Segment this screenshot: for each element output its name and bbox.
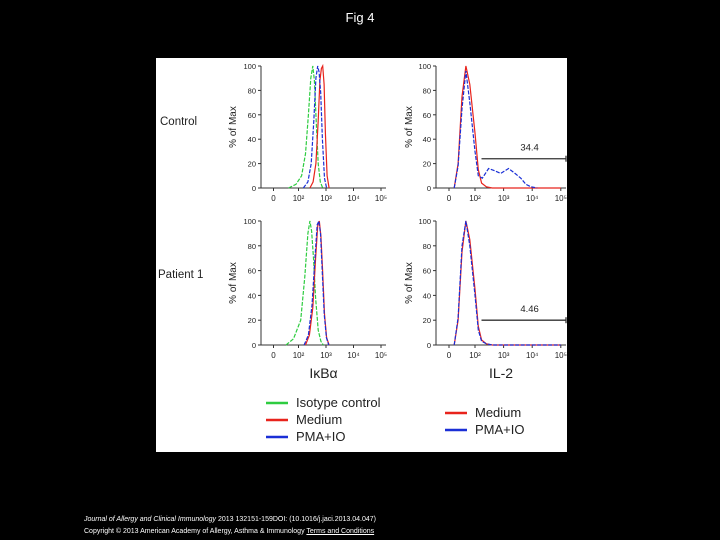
- row-label: Patient 1: [158, 269, 203, 281]
- y-tick-label: 100: [418, 217, 431, 226]
- y-tick-label: 0: [252, 341, 256, 350]
- x-tick-label: 10⁵: [375, 194, 387, 203]
- y-tick-label: 20: [248, 316, 256, 325]
- x-tick-label: 10³: [498, 351, 510, 360]
- x-tick-label: 10²: [469, 351, 481, 360]
- series-line-medium: [453, 220, 561, 346]
- y-tick-label: 0: [427, 184, 431, 193]
- series-line-pma-io: [303, 218, 330, 346]
- y-tick-label: 100: [418, 62, 431, 71]
- x-tick-label: 10⁵: [375, 351, 387, 360]
- y-tick-label: 100: [243, 62, 256, 71]
- x-tick-label: 10²: [293, 351, 305, 360]
- x-tick-label: 0: [271, 351, 276, 360]
- y-tick-label: 80: [423, 86, 431, 95]
- citation-text: 2013 132151-159DOI: (10.1016/j.jaci.2013…: [216, 516, 376, 523]
- y-tick-label: 40: [423, 135, 431, 144]
- y-tick-label: 40: [248, 135, 256, 144]
- series-line-isotype-control: [288, 65, 324, 189]
- y-tick-label: 60: [423, 267, 431, 276]
- gate-percentage: 4.46: [520, 304, 539, 315]
- x-tick-label: 10⁴: [347, 194, 360, 203]
- footer-copyright: Copyright © 2013 American Academy of All…: [84, 527, 374, 536]
- x-tick-label: 10²: [469, 194, 481, 203]
- series-line-isotype-control: [285, 220, 324, 346]
- y-tick-label: 20: [423, 160, 431, 169]
- y-tick-label: 80: [423, 242, 431, 251]
- x-tick-label: 10³: [320, 194, 332, 203]
- series-line-medium: [453, 65, 561, 189]
- series-line-medium: [309, 63, 330, 189]
- y-tick-label: 40: [248, 291, 256, 300]
- figure-panel: 0 20 40 60 80 100 0 10² 10³ 10⁴ 10⁵ % of Max Control…: [156, 58, 567, 452]
- y-tick-label: 60: [423, 111, 431, 120]
- y-tick-label: 80: [248, 242, 256, 251]
- y-tick-label: 40: [423, 291, 431, 300]
- y-axis-label: % of Max: [228, 262, 239, 304]
- terms-and-conditions-link[interactable]: Terms and Conditions: [306, 528, 375, 535]
- y-axis-label: % of Max: [228, 106, 239, 148]
- x-tick-label: 10³: [320, 351, 332, 360]
- y-tick-label: 20: [248, 160, 256, 169]
- x-tick-label: 10²: [293, 194, 305, 203]
- y-tick-label: 20: [423, 316, 431, 325]
- journal-name: Journal of Allergy and Clinical Immunolo…: [84, 516, 217, 523]
- x-tick-label: 10⁴: [526, 194, 539, 203]
- gate-percentage: 34.4: [520, 143, 539, 154]
- x-tick-label: 10⁴: [526, 351, 539, 360]
- legend-label: Isotype control: [296, 395, 381, 410]
- x-tick-label: 10⁵: [555, 194, 567, 203]
- y-tick-label: 0: [252, 184, 256, 193]
- x-tick-label: 0: [271, 194, 276, 203]
- x-axis-label: IL-2: [489, 365, 513, 381]
- legend-label: Medium: [475, 405, 521, 420]
- y-tick-label: 0: [427, 341, 431, 350]
- x-tick-label: 10³: [498, 194, 510, 203]
- series-line-pma-io: [453, 70, 538, 189]
- series-line-pma-io: [302, 65, 328, 189]
- y-tick-label: 60: [248, 111, 256, 120]
- x-tick-label: 10⁵: [555, 351, 567, 360]
- x-axis-label: IκBα: [309, 365, 337, 381]
- copyright-text: Copyright © 2013 American Academy of All…: [84, 528, 305, 535]
- y-tick-label: 100: [243, 217, 256, 226]
- footer-citation: Journal of Allergy and Clinical Immunolo…: [84, 515, 376, 524]
- slide-title: Fig 4: [345, 10, 375, 25]
- y-axis-label: % of Max: [404, 262, 415, 304]
- x-tick-label: 0: [447, 194, 452, 203]
- x-tick-label: 10⁴: [347, 351, 360, 360]
- histogram-figure: 0 20 40 60 80 100 0 10² 10³ 10⁴ 10⁵ % of Max Control…: [158, 62, 567, 444]
- series-line-pma-io: [453, 220, 561, 346]
- x-tick-label: 0: [447, 351, 452, 360]
- legend-label: PMA+IO: [475, 422, 525, 437]
- row-label: Control: [160, 116, 197, 128]
- y-tick-label: 80: [248, 86, 256, 95]
- y-tick-label: 60: [248, 267, 256, 276]
- y-axis-label: % of Max: [404, 106, 415, 148]
- legend-label: Medium: [296, 412, 342, 427]
- legend-label: PMA+IO: [296, 429, 346, 444]
